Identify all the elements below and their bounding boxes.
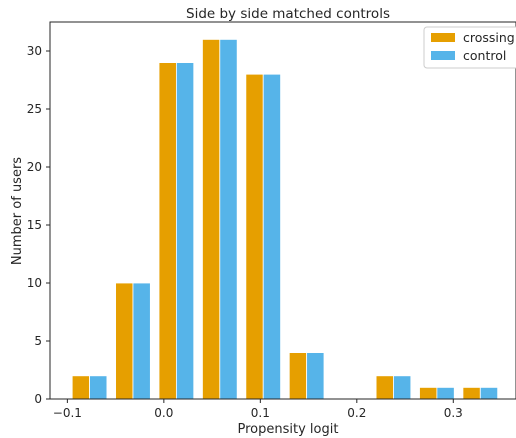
x-tick-label-3: 0.2 <box>347 406 366 420</box>
x-axis-label: Propensity logit <box>238 422 339 437</box>
bar-crossing-3 <box>202 39 221 400</box>
bar-crossing-1 <box>115 282 134 400</box>
legend-label-control: control <box>463 48 506 63</box>
legend: crossing control <box>423 26 516 69</box>
plot-frame <box>49 21 516 400</box>
bar-crossing-2 <box>158 62 177 400</box>
y-tick-label-2: 10 <box>27 276 42 290</box>
y-axis-label: Number of users <box>10 157 25 265</box>
y-tick-label-6: 30 <box>27 44 42 58</box>
legend-swatch-crossing <box>431 33 455 42</box>
bar-crossing-0 <box>71 375 90 400</box>
axes-layer: −0.1 0.0 0.1 0.2 0.3 0 5 10 15 20 25 30 <box>27 21 516 420</box>
bar-control-2 <box>175 62 195 400</box>
bar-control-9 <box>479 386 499 400</box>
bar-control-7 <box>393 375 412 400</box>
y-tick-label-5: 25 <box>27 102 42 116</box>
bar-control-3 <box>219 39 238 400</box>
x-tick-label-4: 0.3 <box>444 406 463 420</box>
legend-swatch-control <box>431 51 455 60</box>
y-tick-label-0: 0 <box>34 392 42 406</box>
bar-control-5 <box>306 352 325 400</box>
x-tick-label-2: 0.1 <box>251 406 270 420</box>
chart-title: Side by side matched controls <box>186 6 390 22</box>
bar-crossing-5 <box>288 352 308 400</box>
bar-control-4 <box>262 73 281 400</box>
x-tick-label-1: 0.0 <box>154 406 173 420</box>
x-tick-label-0: −0.1 <box>53 406 82 420</box>
bar-control-8 <box>436 386 455 400</box>
bar-control-1 <box>132 282 151 400</box>
legend-label-crossing: crossing <box>463 30 515 45</box>
y-tick-label-3: 15 <box>27 218 42 232</box>
bar-crossing-9 <box>462 386 481 400</box>
bar-crossing-7 <box>375 375 394 400</box>
bar-crossing-4 <box>245 73 264 400</box>
y-tick-label-1: 5 <box>34 334 42 348</box>
bars-layer <box>71 39 499 400</box>
bar-control-0 <box>89 375 108 400</box>
y-tick-label-4: 20 <box>27 160 42 174</box>
bar-crossing-8 <box>419 386 438 400</box>
